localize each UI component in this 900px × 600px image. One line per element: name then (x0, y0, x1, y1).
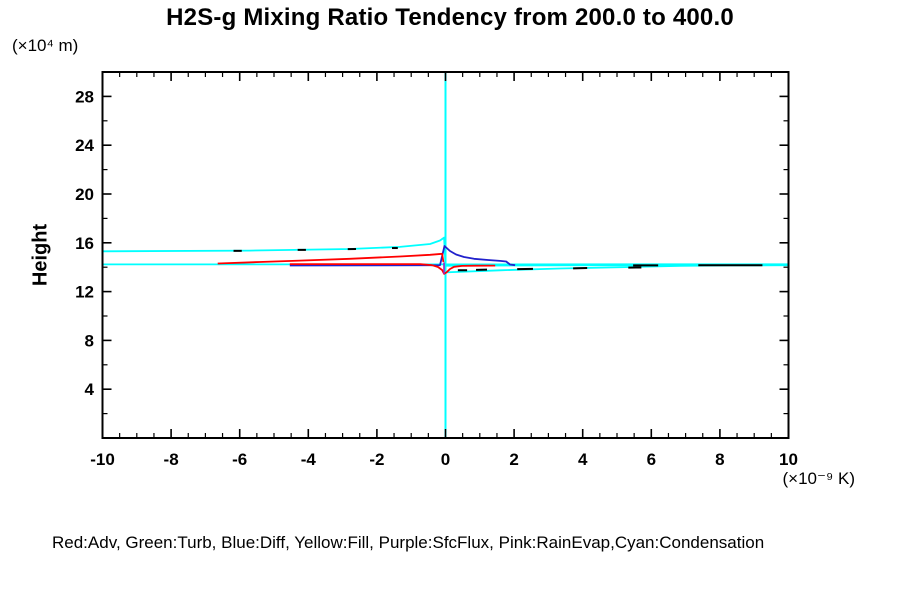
x-tick-label: -2 (369, 450, 384, 469)
x-tick-label: -4 (301, 450, 317, 469)
x-tick-label: 2 (509, 450, 518, 469)
series-diff-profile (289, 245, 516, 267)
series-adv-profile-lower (289, 263, 496, 275)
series-adv-profile-upper (217, 252, 445, 265)
y-tick-label: 20 (75, 185, 94, 204)
x-tick-label: 6 (647, 450, 656, 469)
x-tick-label: 4 (578, 450, 588, 469)
legend-note: Red:Adv, Green:Turb, Blue:Diff, Yellow:F… (52, 533, 765, 552)
series-condensation-upper-branch (102, 236, 789, 267)
y-tick-label: 12 (75, 283, 94, 302)
x-tick-label: -10 (90, 450, 115, 469)
x-tick-label: -6 (232, 450, 247, 469)
y-axis-unit-label: (×10⁴ m) (12, 36, 79, 55)
page-title: H2S-g Mixing Ratio Tendency from 200.0 t… (166, 4, 734, 31)
y-tick-label: 16 (75, 234, 94, 253)
x-tick-label: 0 (441, 450, 450, 469)
y-tick-label: 4 (85, 380, 95, 399)
x-tick-label: 8 (715, 450, 724, 469)
y-tick-label: 8 (85, 331, 94, 350)
x-tick-label: 10 (779, 450, 798, 469)
y-tick-label: 24 (75, 136, 94, 155)
x-tick-label: -8 (164, 450, 179, 469)
y-tick-label: 28 (75, 87, 94, 106)
x-axis-unit-label: (×10⁻⁹ K) (782, 469, 855, 488)
